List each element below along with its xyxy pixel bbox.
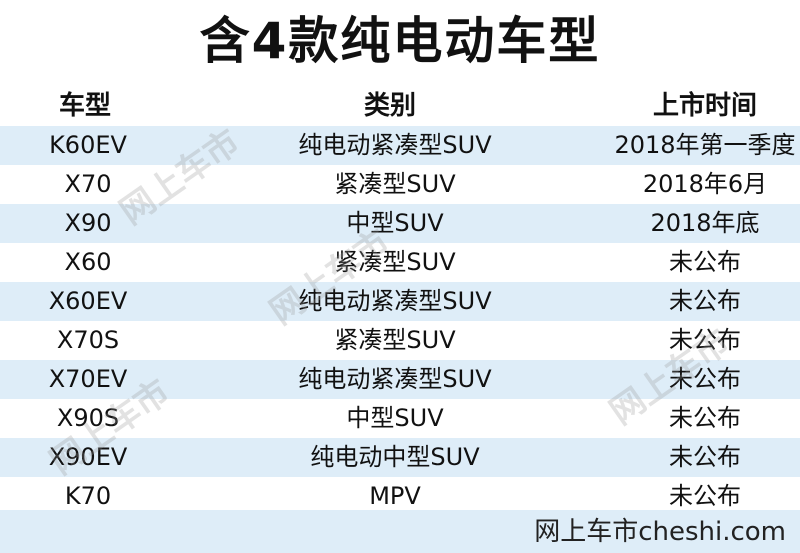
launch-cell: 未公布 bbox=[669, 404, 741, 432]
table-row: K70 MPV 未公布 bbox=[0, 477, 800, 516]
launch-cell: 未公布 bbox=[669, 443, 741, 471]
table-row: X70EV 纯电动紧凑型SUV 未公布 bbox=[0, 360, 800, 399]
table-header: 车型 类别 上市时间 bbox=[0, 86, 800, 126]
launch-cell: 未公布 bbox=[669, 326, 741, 354]
model-cell: X90S bbox=[56, 404, 120, 432]
category-cell: 纯电动紧凑型SUV bbox=[298, 287, 492, 315]
model-cell: X90 bbox=[64, 209, 112, 237]
header-model: 车型 bbox=[58, 91, 111, 121]
model-cell: X70 bbox=[64, 170, 112, 198]
model-cell: K70 bbox=[64, 482, 112, 510]
source-credit: 网上车市cheshi.com bbox=[534, 517, 786, 547]
launch-cell: 2018年底 bbox=[650, 209, 760, 237]
launch-cell: 2018年6月 bbox=[642, 170, 768, 198]
header-launch: 上市时间 bbox=[652, 91, 757, 121]
model-cell: K60EV bbox=[49, 131, 127, 159]
model-cell: X60 bbox=[64, 248, 112, 276]
model-cell: X70EV bbox=[48, 365, 128, 393]
models-table: 车型 类别 上市时间 K60EV 纯电动紧凑型SUV 2018年第一季度 X70… bbox=[0, 86, 800, 516]
table-row: X90 中型SUV 2018年底 bbox=[0, 204, 800, 243]
table-row: X70 紧凑型SUV 2018年6月 bbox=[0, 165, 800, 204]
category-cell: 紧凑型SUV bbox=[334, 170, 456, 198]
table-row: X60 紧凑型SUV 未公布 bbox=[0, 243, 800, 282]
footer-bar: 网上车市cheshi.com bbox=[0, 510, 800, 553]
table-row: X90S 中型SUV 未公布 bbox=[0, 399, 800, 438]
category-cell: 中型SUV bbox=[346, 404, 444, 432]
table-row: X90EV 纯电动中型SUV 未公布 bbox=[0, 438, 800, 477]
category-cell: 纯电动紧凑型SUV bbox=[298, 131, 492, 159]
model-cell: X90EV bbox=[48, 443, 128, 471]
category-cell: 纯电动紧凑型SUV bbox=[298, 365, 492, 393]
header-category: 类别 bbox=[363, 91, 416, 121]
category-cell: MPV bbox=[369, 482, 421, 510]
category-cell: 纯电动中型SUV bbox=[310, 443, 480, 471]
table-row: X60EV 纯电动紧凑型SUV 未公布 bbox=[0, 282, 800, 321]
category-cell: 中型SUV bbox=[346, 209, 444, 237]
launch-cell: 未公布 bbox=[669, 248, 741, 276]
table-row: K60EV 纯电动紧凑型SUV 2018年第一季度 bbox=[0, 126, 800, 165]
launch-cell: 未公布 bbox=[669, 287, 741, 315]
launch-cell: 2018年第一季度 bbox=[614, 131, 796, 159]
model-cell: X70S bbox=[56, 326, 120, 354]
category-cell: 紧凑型SUV bbox=[334, 248, 456, 276]
table-row: X70S 紧凑型SUV 未公布 bbox=[0, 321, 800, 360]
launch-cell: 未公布 bbox=[669, 482, 741, 510]
launch-cell: 未公布 bbox=[669, 365, 741, 393]
category-cell: 紧凑型SUV bbox=[334, 326, 456, 354]
page-title: 含4款纯电动车型 bbox=[199, 12, 601, 70]
model-cell: X60EV bbox=[48, 287, 128, 315]
